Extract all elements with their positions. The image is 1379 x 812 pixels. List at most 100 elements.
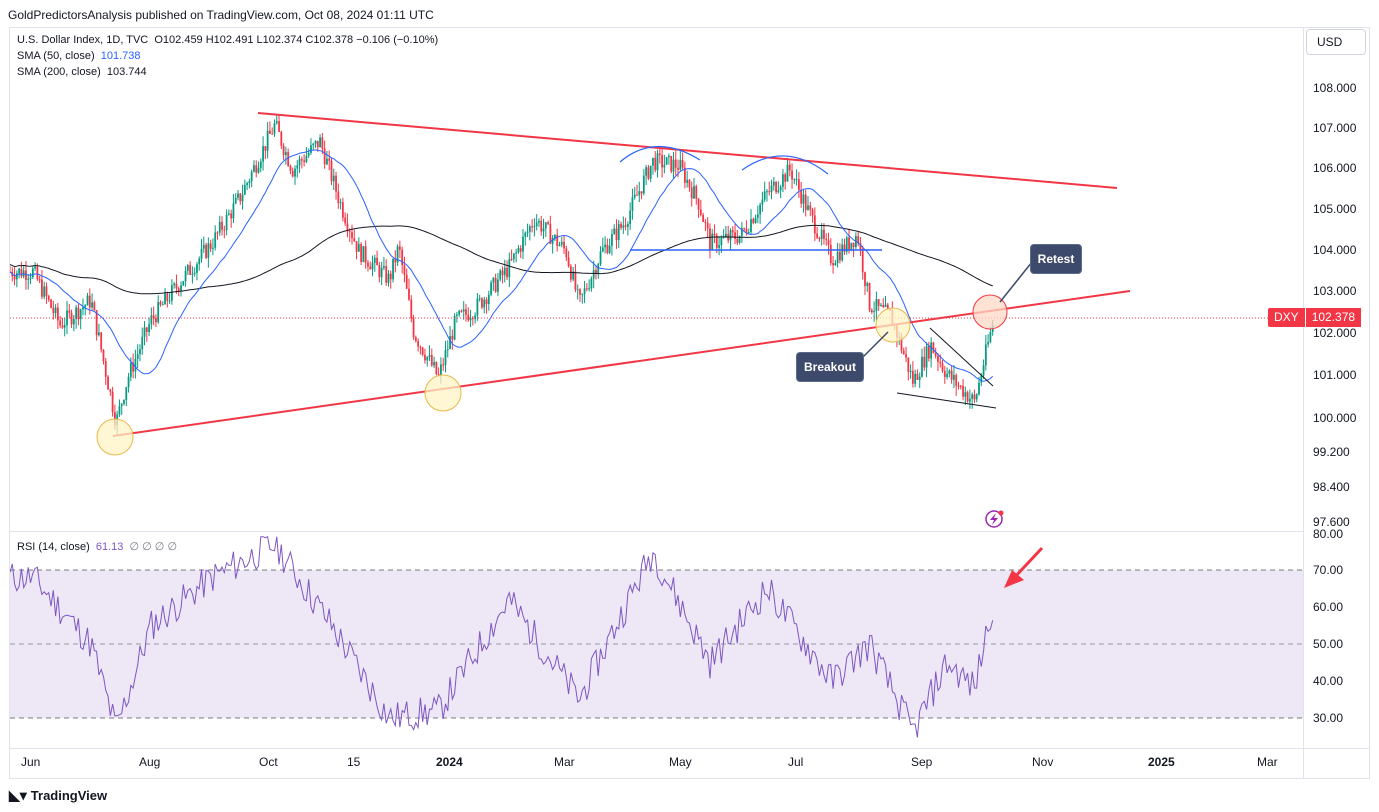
candle-body bbox=[125, 387, 128, 400]
candle-body bbox=[465, 309, 467, 315]
candle-body bbox=[870, 310, 873, 313]
candle-body bbox=[964, 392, 967, 397]
chart-frame bbox=[9, 27, 1370, 779]
candle-body bbox=[743, 228, 746, 230]
time-axis-tick: Jul bbox=[788, 755, 804, 769]
sma200-label: SMA (200, close) bbox=[17, 66, 101, 78]
candle-body bbox=[740, 228, 743, 236]
candle-body bbox=[597, 264, 600, 274]
retest-circle[interactable] bbox=[972, 294, 1008, 330]
candle-body bbox=[923, 356, 926, 368]
lower-trendline[interactable] bbox=[112, 290, 1131, 437]
legend-sma200[interactable]: SMA (200, close) 103.744 bbox=[17, 66, 147, 78]
candle-body bbox=[264, 146, 267, 151]
candle-body bbox=[652, 157, 654, 166]
candle-body bbox=[275, 121, 278, 124]
candle-body bbox=[367, 262, 369, 267]
candle-body bbox=[588, 288, 591, 290]
candle-body bbox=[914, 373, 917, 384]
candle-body bbox=[636, 194, 638, 196]
candle-body bbox=[120, 403, 123, 406]
candle-body bbox=[547, 222, 549, 224]
candle-body bbox=[647, 167, 650, 179]
wedge-upper-line[interactable] bbox=[929, 327, 994, 387]
low-circle-1[interactable] bbox=[96, 418, 134, 456]
candle-body bbox=[232, 203, 235, 219]
upper-trendline[interactable] bbox=[257, 112, 1118, 189]
event-lightning-icon[interactable] bbox=[985, 510, 1004, 528]
candle-body bbox=[615, 228, 618, 240]
candle-body bbox=[200, 248, 203, 259]
candle-body bbox=[417, 341, 420, 347]
price-axis-tick: 105.000 bbox=[1313, 202, 1357, 216]
candle-body bbox=[56, 307, 59, 321]
legend-symbol[interactable]: U.S. Dollar Index, 1D, TVC bbox=[17, 34, 149, 46]
candle-body bbox=[861, 249, 864, 273]
candle-body bbox=[982, 365, 985, 376]
rsi-axis-tick: 40.00 bbox=[1313, 674, 1344, 688]
candle-body bbox=[788, 164, 791, 171]
candle-body bbox=[754, 217, 757, 224]
candle-body bbox=[314, 140, 317, 144]
tradingview-logo[interactable]: ◣▾ TradingView bbox=[9, 787, 107, 804]
candle-body bbox=[690, 187, 693, 199]
low-circle-2[interactable] bbox=[424, 374, 462, 412]
candle-body bbox=[508, 258, 511, 278]
candle-body bbox=[512, 253, 515, 260]
candle-body bbox=[189, 265, 192, 275]
candle-body bbox=[54, 307, 57, 314]
candle-body bbox=[139, 349, 141, 355]
legend-rsi[interactable]: RSI (14, close) 61.13 ∅ ∅ ∅ ∅ bbox=[17, 540, 177, 553]
candle-body bbox=[412, 318, 415, 338]
candle-body bbox=[337, 191, 340, 204]
candle-body bbox=[95, 310, 98, 336]
candle-body bbox=[38, 279, 41, 281]
candle-body bbox=[629, 210, 632, 225]
breakout-callout[interactable]: Breakout bbox=[796, 352, 864, 382]
candle-body bbox=[373, 257, 376, 263]
candle-body bbox=[601, 247, 604, 252]
candle-body bbox=[957, 385, 960, 387]
candle-body bbox=[624, 225, 627, 227]
candle-body bbox=[524, 232, 527, 237]
time-axis-tick: Oct bbox=[259, 755, 278, 769]
candle-body bbox=[305, 155, 308, 162]
candle-body bbox=[152, 315, 155, 319]
legend-title[interactable]: U.S. Dollar Index, 1D, TVC O102.459 H102… bbox=[17, 34, 438, 46]
price-tag: DXY 102.378 bbox=[1268, 308, 1362, 327]
time-axis-tick: 2024 bbox=[436, 755, 463, 769]
pane-separator[interactable] bbox=[9, 531, 1303, 532]
candle-body bbox=[975, 394, 978, 400]
currency-button[interactable]: USD bbox=[1306, 29, 1366, 55]
candle-body bbox=[595, 270, 597, 274]
top-arc-1[interactable] bbox=[619, 145, 701, 163]
candle-body bbox=[164, 293, 166, 305]
candle-body bbox=[745, 228, 748, 233]
candle-body bbox=[911, 370, 914, 384]
candle-body bbox=[670, 155, 673, 172]
candle-body bbox=[677, 167, 679, 170]
retest-callout[interactable]: Retest bbox=[1030, 244, 1082, 274]
candle-body bbox=[535, 222, 538, 227]
wedge-lower-line[interactable] bbox=[896, 392, 997, 409]
candle-body bbox=[900, 336, 903, 351]
time-axis-tick: 2025 bbox=[1148, 755, 1175, 769]
candle-body bbox=[720, 237, 723, 246]
candle-body bbox=[702, 214, 705, 222]
top-arc-2[interactable] bbox=[741, 155, 829, 175]
candle-body bbox=[467, 314, 470, 321]
candle-body bbox=[184, 270, 187, 282]
legend-sma50[interactable]: SMA (50, close) 101.738 bbox=[17, 50, 141, 62]
candle-body bbox=[718, 245, 720, 248]
sma200-line bbox=[10, 224, 993, 295]
candle-body bbox=[704, 221, 707, 223]
candle-body bbox=[170, 285, 173, 301]
sma50-line bbox=[10, 149, 994, 382]
candle-body bbox=[572, 271, 575, 280]
candle-body bbox=[626, 224, 629, 227]
candle-body bbox=[63, 325, 66, 328]
breakout-circle[interactable] bbox=[875, 307, 911, 343]
breakout-callout-tail bbox=[859, 331, 889, 361]
candle-body bbox=[640, 191, 643, 194]
